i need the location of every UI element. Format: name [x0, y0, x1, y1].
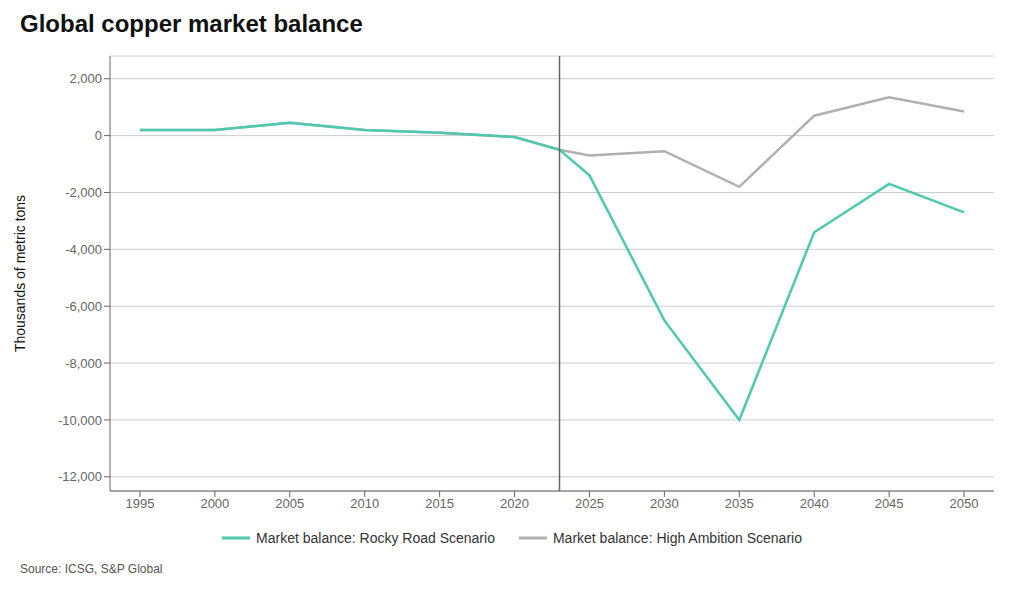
svg-text:0: 0 [95, 128, 102, 143]
svg-text:2005: 2005 [275, 496, 304, 511]
svg-text:2050: 2050 [950, 496, 979, 511]
svg-text:-10,000: -10,000 [58, 413, 102, 428]
svg-text:-6,000: -6,000 [65, 299, 102, 314]
svg-text:-4,000: -4,000 [65, 242, 102, 257]
svg-text:2,000: 2,000 [69, 71, 102, 86]
svg-text:2010: 2010 [350, 496, 379, 511]
svg-text:1995: 1995 [126, 496, 155, 511]
html-text:Global copper market balance: Global copper market balance [20, 10, 363, 37]
html-text:Market balance: High Ambition: Market balance: High Ambition Scenario [552, 530, 802, 546]
svg-text:2000: 2000 [200, 496, 229, 511]
html-text:Source: ICSG, S&P Global: Source: ICSG, S&P Global [20, 562, 163, 576]
svg-text:-8,000: -8,000 [65, 356, 102, 371]
svg-text:2020: 2020 [500, 496, 529, 511]
svg-text:-12,000: -12,000 [58, 469, 102, 484]
html-text:Market balance: Rocky Road Sce: Market balance: Rocky Road Scenario [256, 530, 495, 546]
svg-text:2015: 2015 [425, 496, 454, 511]
svg-text:2035: 2035 [725, 496, 754, 511]
svg-text:Thousands of metric tons: Thousands of metric tons [12, 195, 28, 352]
svg-text:2040: 2040 [800, 496, 829, 511]
svg-text:-2,000: -2,000 [65, 185, 102, 200]
svg-text:2045: 2045 [875, 496, 904, 511]
svg-text:2030: 2030 [650, 496, 679, 511]
svg-text:2025: 2025 [575, 496, 604, 511]
